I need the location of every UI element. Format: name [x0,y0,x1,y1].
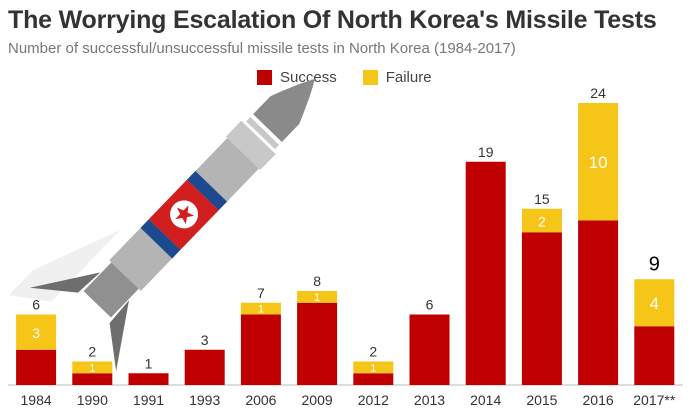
legend-item-success: Success [257,69,337,86]
bar-success [409,314,450,385]
bar-success [184,349,225,385]
x-tick-label: 2015 [526,392,557,408]
bar-success [465,161,506,385]
total-label: 9 [649,253,660,275]
x-tick-label: 1984 [21,392,52,408]
x-tick-label: 1990 [77,392,108,408]
failure-label: 1 [258,304,264,316]
x-tick-label: 1993 [189,392,220,408]
bar-failure [240,302,281,315]
legend-label-success: Success [280,69,337,86]
total-label: 3 [201,332,209,348]
total-label: 6 [426,297,434,313]
total-label: 8 [313,273,321,289]
failure-label: 1 [370,362,376,374]
bar-failure [16,314,57,350]
bar-success [240,314,281,385]
total-label: 2 [369,344,377,360]
bar-success [128,373,169,385]
bar-success [578,220,619,385]
legend-label-failure: Failure [385,69,432,86]
bars-group: 3 6 1984 1 2 1990 1 1991 3 1993 1 7 2006 1 8 2009 1 2 2012… [16,85,676,408]
failure-label: 3 [32,325,40,341]
x-tick-label: 2014 [470,392,501,408]
total-label: 1 [145,355,153,371]
bar-success [72,373,113,385]
x-tick-label: 1991 [133,392,164,408]
bar-success [634,326,675,385]
legend: Success Failure [257,69,458,86]
bar-success [297,302,338,385]
total-label: 7 [257,285,265,301]
x-tick-label: 2016 [583,392,614,408]
bar-success [16,349,57,385]
chart-title: The Worrying Escalation Of North Korea's… [8,6,657,34]
x-tick-label: 2012 [358,392,389,408]
failure-label: 10 [589,153,608,172]
total-label: 19 [478,144,494,160]
bar-failure [353,361,394,374]
total-label: 24 [590,85,606,101]
bar-failure [578,103,619,221]
failure-label: 1 [314,292,320,304]
legend-swatch-success [257,70,272,85]
failure-label: 1 [89,362,95,374]
x-tick-label: 2013 [414,392,445,408]
total-label: 2 [88,344,96,360]
legend-swatch-failure [362,70,378,85]
bar-success [353,373,394,385]
chart-subtitle: Number of successful/unsuccessful missil… [8,40,516,57]
bar-failure [297,291,338,303]
failure-label: 2 [538,214,546,230]
x-tick-label: 2006 [245,392,276,408]
x-tick-label: 2017** [633,392,676,408]
x-tick-label: 2009 [302,392,333,408]
bar-failure [72,361,113,374]
legend-item-failure: Failure [362,69,432,86]
bar-failure [521,208,562,233]
total-label: 15 [534,191,550,207]
failure-label: 4 [650,294,659,313]
bar-failure [634,279,675,327]
total-label: 6 [32,297,40,313]
missile-icon [8,79,315,372]
bar-success [521,232,562,385]
